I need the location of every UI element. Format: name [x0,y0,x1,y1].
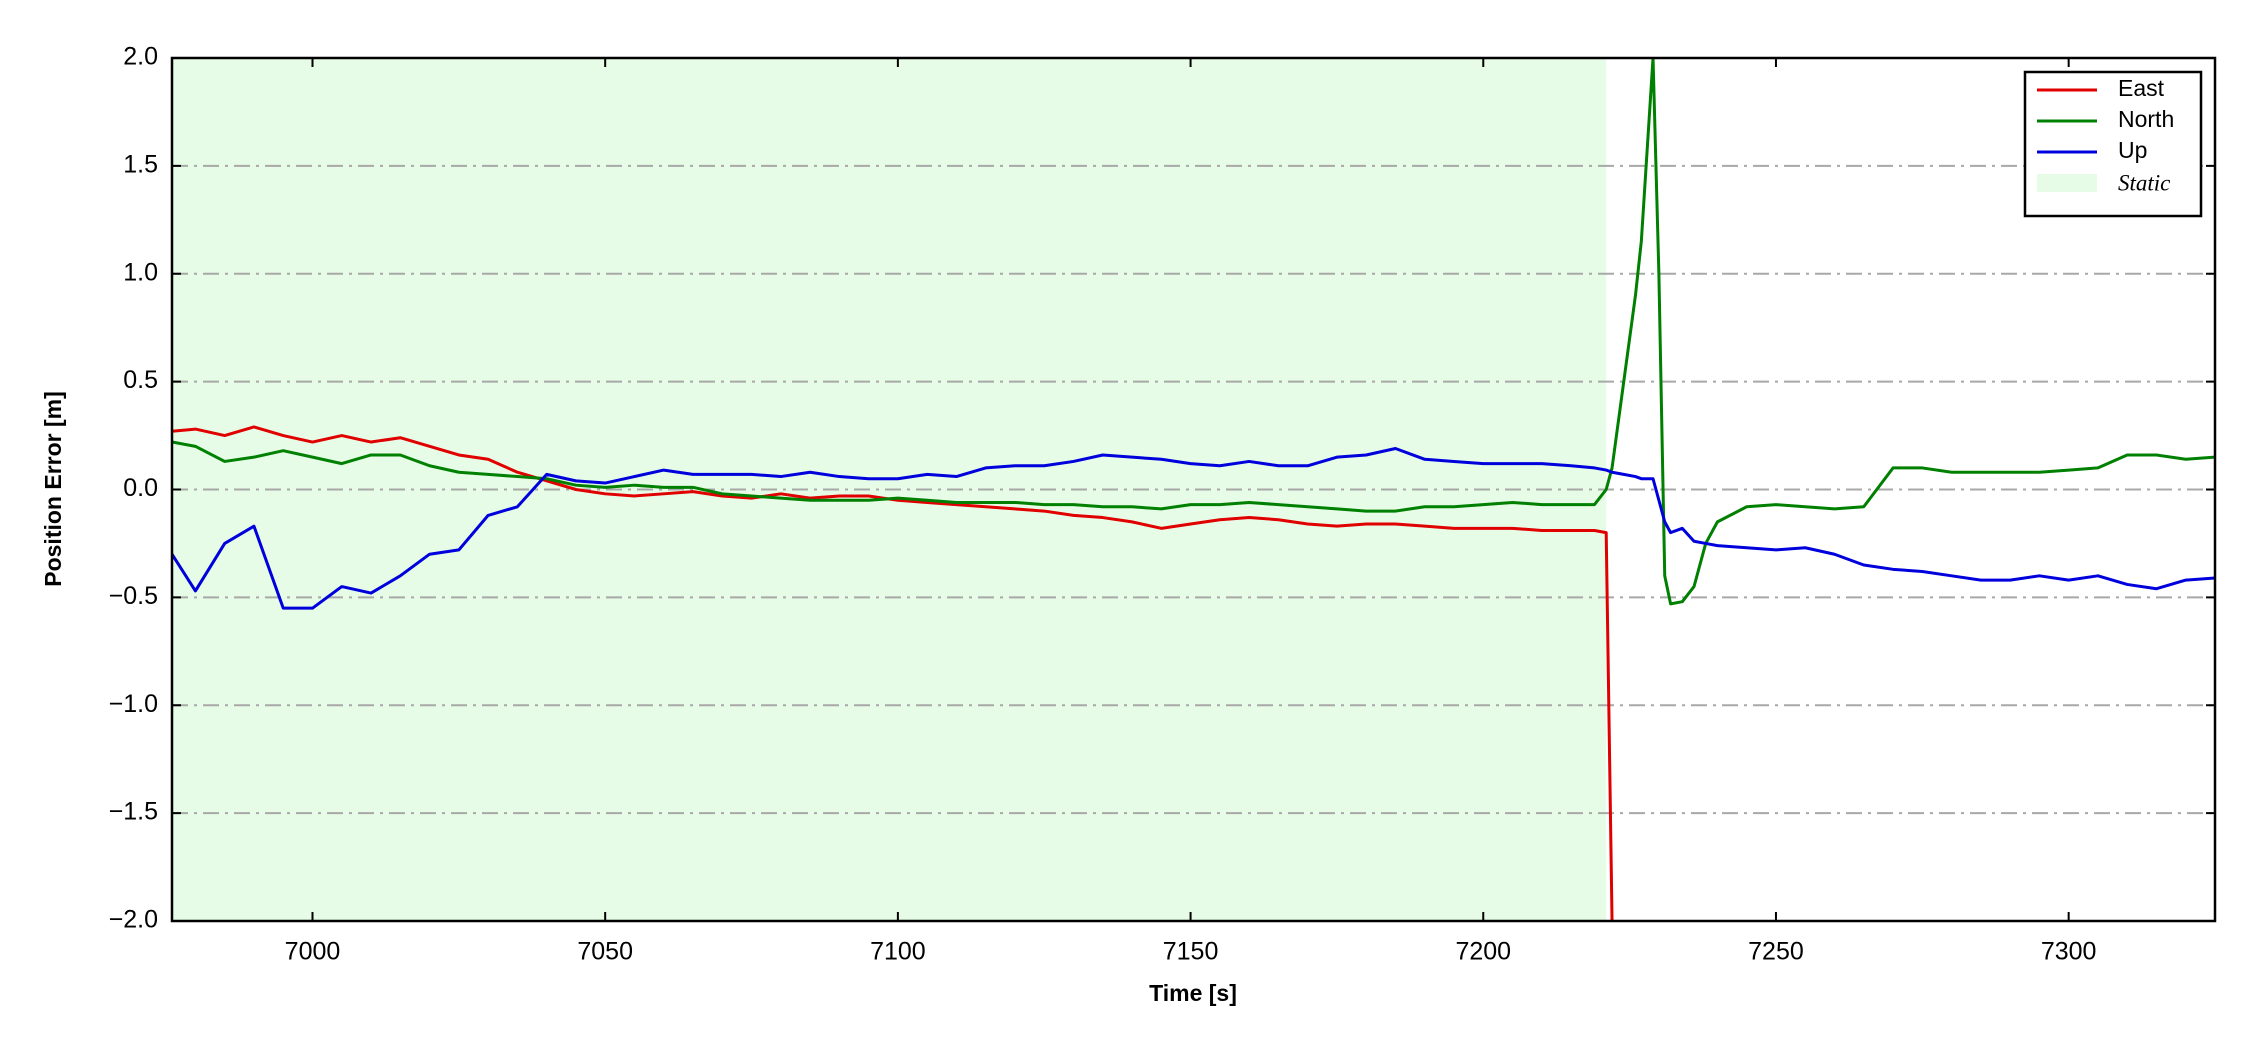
y-tick-label: 1.0 [123,258,158,286]
y-tick-label: 1.5 [123,150,158,178]
series-line [172,58,2215,606]
x-tick-label: 7200 [1455,938,1511,966]
plot-frame [170,56,2217,923]
y-tick-label: 0.0 [123,474,158,502]
axes: −2.0 −1.5 −1.0 −0.5 0.0 0.5 1.0 1.5 2.0 7000 7050 7… [109,43,2217,966]
legend-swatch [2037,174,2097,192]
series-line [172,447,2215,610]
y-axis-label: Position Error [m] [40,391,66,587]
x-tick-label: 7150 [1163,938,1219,966]
legend-label: East [2118,75,2165,101]
x-tick-label: 7250 [1748,938,1804,966]
y-tick-label: 0.5 [123,366,158,394]
x-axis-label: Time [s] [1149,980,1237,1006]
y-tick-label: −0.5 [109,582,158,610]
y-tick-label: −2.0 [109,906,158,934]
y-tick-label: −1.0 [109,690,158,718]
x-tick-label: 7050 [577,938,633,966]
legend-box [2023,70,2203,218]
y-tick-label: 2.0 [123,43,158,71]
series-line [172,425,1614,921]
legend-label: Static [2118,170,2170,195]
legend-label: Up [2118,137,2147,163]
legend-label: North [2118,106,2174,132]
x-tick-label: 7300 [2041,938,2097,966]
legend: East North Up Static [2023,70,2203,218]
x-tick-label: 7000 [285,938,341,966]
lines [172,58,2215,921]
x-tick-label: 7100 [870,938,926,966]
y-tick-label: −1.5 [109,798,158,826]
